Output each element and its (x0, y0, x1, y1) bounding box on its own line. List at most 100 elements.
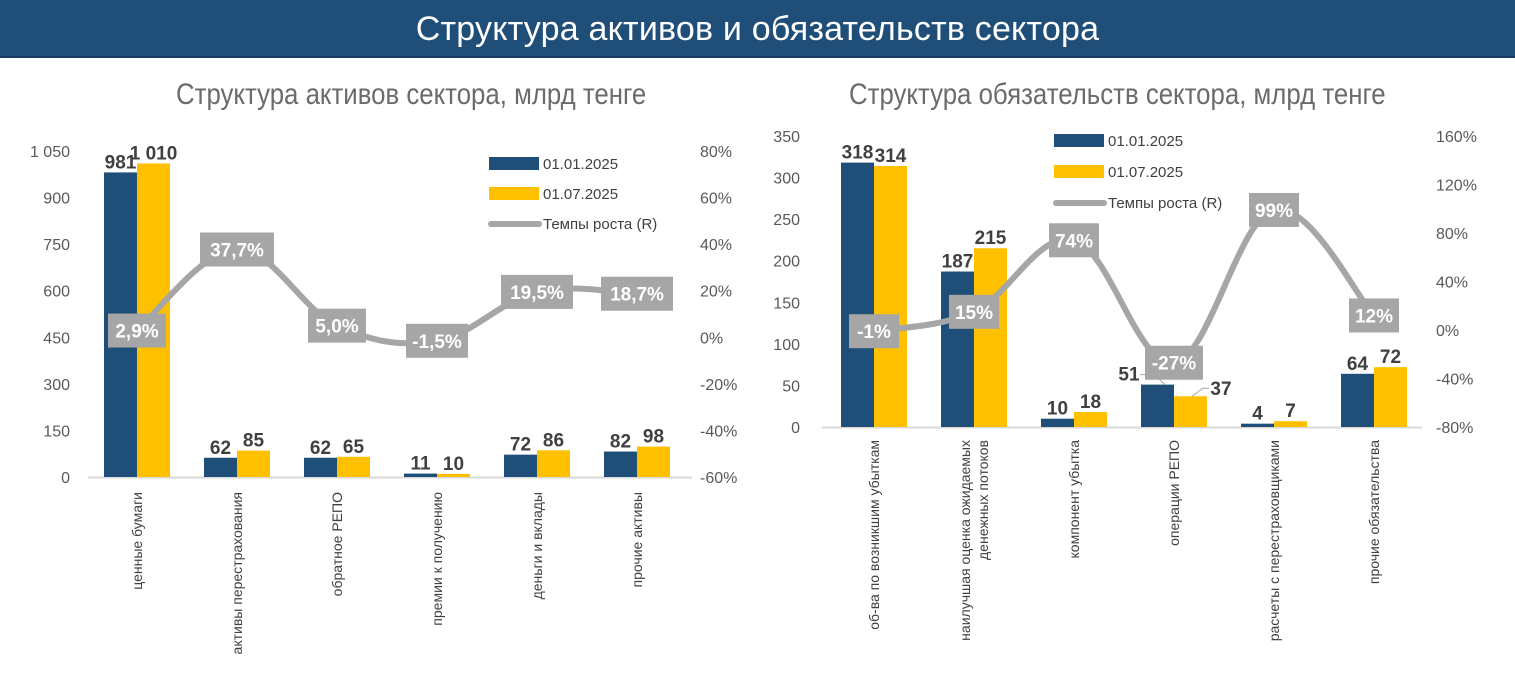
data-label-series-2: 10 (443, 454, 464, 475)
y2-axis-tick-label: -80% (1436, 420, 1473, 437)
growth-label-box (200, 232, 274, 267)
bar-series-1 (1041, 418, 1074, 427)
bar-series-1 (1141, 384, 1174, 427)
y2-axis-tick-label: -20% (700, 377, 737, 394)
data-label-series-2: 7 (1285, 401, 1296, 422)
growth-label: 2,9% (115, 322, 158, 343)
bar-series-1 (841, 162, 874, 427)
growth-label: -1,5% (412, 332, 462, 353)
y2-axis-tick-label: -60% (700, 470, 737, 487)
bar-series-1 (204, 457, 237, 477)
y-axis-tick-label: 1 050 (30, 144, 70, 161)
bar-series-1 (1341, 373, 1374, 427)
y-axis-tick-label: 50 (782, 378, 800, 395)
data-label-series-1: 981 (105, 152, 137, 173)
page-banner: Структура активов и обязательств сектора (0, 0, 1515, 58)
y-axis-tick-label: 900 (43, 191, 70, 208)
data-label-series-1: 318 (842, 143, 874, 164)
y-axis-tick-label: 300 (43, 377, 70, 394)
legend-label-series-1: 01.01.2025 (1108, 133, 1183, 150)
data-label-series-2: 37 (1210, 379, 1231, 400)
legend-swatch-series-1 (1054, 134, 1104, 147)
y-axis-tick-label: 600 (43, 284, 70, 301)
growth-label-box (1145, 345, 1203, 380)
x-axis-category-label: компонент убытка (1066, 440, 1082, 559)
y2-axis-tick-label: 60% (700, 191, 732, 208)
y-axis-tick-label: 750 (43, 237, 70, 254)
y-axis-tick-label: 450 (43, 330, 70, 347)
growth-label: 74% (1055, 231, 1093, 252)
y2-axis-tick-label: 0% (1436, 323, 1459, 340)
growth-label-box (406, 323, 468, 358)
data-label-series-2: 85 (243, 431, 265, 452)
y-axis-tick-label: 0 (61, 470, 70, 487)
y2-axis-tick-label: 0% (700, 330, 723, 347)
data-label-series-2: 98 (643, 427, 664, 448)
growth-label: 99% (1255, 201, 1293, 222)
x-axis-category-label: ценные бумаги (129, 492, 145, 590)
growth-label-box (308, 308, 366, 343)
y-axis-tick-label: 200 (773, 254, 800, 271)
growth-label: 12% (1355, 306, 1393, 327)
y2-axis-tick-label: 80% (1436, 226, 1468, 243)
legend-label-series-2: 01.07.2025 (1108, 164, 1183, 181)
growth-label: 18,7% (610, 285, 664, 306)
bar-series-2 (1274, 421, 1307, 427)
data-label-series-2: 215 (975, 228, 1007, 249)
bar-series-2 (874, 165, 907, 427)
growth-label-box (1249, 192, 1299, 227)
x-axis-category-label: об-ва по возникшим убыткам (866, 440, 882, 630)
bar-series-2 (337, 456, 370, 477)
assets-chart-title: Структура активов сектора, млрд тенге (176, 78, 647, 111)
y-axis-tick-label: 150 (43, 423, 70, 440)
x-axis-category-label: деньги и вклады (529, 492, 545, 599)
bar-series-2 (537, 450, 570, 477)
growth-label: 5,0% (315, 317, 358, 338)
data-label-series-2: 1 010 (130, 143, 178, 164)
legend-label-series-2: 01.07.2025 (543, 186, 618, 203)
x-axis-category-label: активы перестрахования (229, 492, 245, 654)
growth-label-box (108, 313, 166, 348)
bar-series-1 (504, 454, 537, 477)
growth-label-box (501, 274, 573, 309)
x-axis-category-label: денежных потоков (975, 440, 991, 560)
data-label-series-1: 64 (1347, 354, 1369, 375)
bar-series-2 (437, 473, 470, 477)
y2-axis-tick-label: 160% (1436, 129, 1477, 146)
data-label-series-2: 65 (343, 437, 365, 458)
bar-series-1 (604, 451, 637, 477)
liabilities-chart-title: Структура обязательств сектора, млрд тен… (849, 78, 1386, 111)
y2-axis-tick-label: -40% (700, 423, 737, 440)
data-label-series-1: 4 (1252, 404, 1263, 425)
legend-label-series-1: 01.01.2025 (543, 156, 618, 173)
growth-label: 15% (955, 303, 993, 324)
data-label-series-1: 11 (410, 454, 431, 475)
y-axis-tick-label: 350 (773, 129, 800, 146)
data-label-series-2: 86 (543, 430, 564, 451)
data-label-series-1: 187 (942, 252, 974, 273)
x-axis-category-label: премии к получению (429, 492, 445, 626)
bar-series-2 (974, 248, 1007, 427)
y-axis-tick-label: 100 (773, 337, 800, 354)
x-axis-category-label: обратное РЕПО (329, 492, 345, 596)
bar-series-1 (1241, 423, 1274, 427)
x-axis-category-label: наилучшая оценка ожидаемых (957, 440, 973, 641)
bar-series-1 (404, 473, 437, 477)
data-label-series-1: 72 (510, 435, 531, 456)
bar-series-2 (1374, 367, 1407, 427)
growth-label-box (601, 276, 673, 311)
growth-label: 37,7% (210, 240, 264, 261)
growth-label-box (849, 314, 899, 349)
growth-label-box (1349, 298, 1399, 333)
y-axis-tick-label: 250 (773, 212, 800, 229)
legend-label-line: Темпы роста (R) (1108, 195, 1222, 212)
legend-label-line: Темпы роста (R) (543, 216, 657, 233)
bar-series-2 (637, 446, 670, 477)
data-label-series-2: 18 (1080, 392, 1101, 413)
y2-axis-tick-label: 20% (700, 284, 732, 301)
growth-label: -1% (857, 322, 891, 343)
bar-series-2 (1174, 396, 1207, 427)
y2-axis-tick-label: -40% (1436, 372, 1473, 389)
legend-swatch-series-1 (489, 157, 539, 170)
